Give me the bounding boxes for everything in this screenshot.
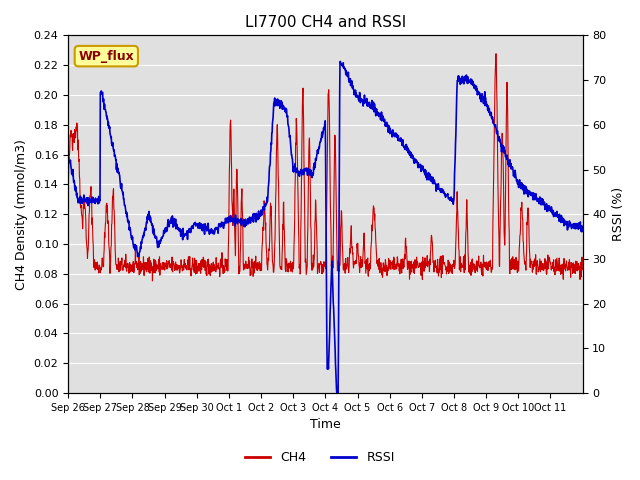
Y-axis label: RSSI (%): RSSI (%) <box>612 187 625 241</box>
Text: WP_flux: WP_flux <box>79 49 134 63</box>
Title: LI7700 CH4 and RSSI: LI7700 CH4 and RSSI <box>244 15 406 30</box>
Legend: CH4, RSSI: CH4, RSSI <box>240 446 400 469</box>
X-axis label: Time: Time <box>310 419 340 432</box>
Y-axis label: CH4 Density (mmol/m3): CH4 Density (mmol/m3) <box>15 139 28 289</box>
